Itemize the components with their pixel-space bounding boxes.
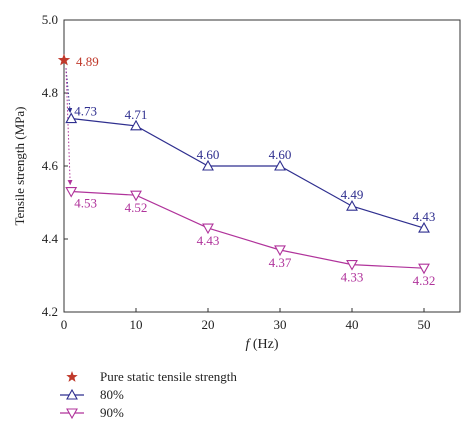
legend-star-icon [66, 371, 78, 382]
data-point [202, 159, 214, 171]
y-axis: 4.2 4.4 4.6 4.8 5.0 Tensile strength (MPa) [12, 12, 68, 319]
legend-item-static: Pure static tensile strength [66, 369, 237, 384]
y-tick-label: 4.4 [42, 231, 59, 246]
static-strength-star [57, 53, 71, 66]
data-point [274, 245, 286, 257]
data-label: 4.53 [74, 196, 97, 211]
series-layer: 4.73 4.71 4.60 4.60 4.49 4.43 4.53 4.52 4.43 4.37… [65, 104, 436, 288]
legend: Pure static tensile strength 80% 90% [60, 369, 237, 420]
data-point [65, 187, 78, 198]
data-label: 4.52 [125, 200, 148, 215]
x-tick-label: 50 [418, 317, 431, 332]
data-point [65, 112, 78, 124]
data-label: 4.73 [74, 104, 97, 119]
y-tick-label: 4.8 [42, 85, 58, 100]
data-label: 4.49 [341, 187, 364, 202]
static-strength-label: 4.89 [76, 54, 99, 69]
series-80-percent: 4.73 4.71 4.60 4.60 4.49 4.43 [65, 104, 436, 233]
y-tick-label: 4.2 [42, 304, 58, 319]
y-axis-label: Tensile strength (MPa) [12, 107, 27, 226]
series-line [71, 117, 425, 229]
data-label: 4.71 [125, 107, 148, 122]
data-label: 4.33 [341, 270, 364, 285]
data-label: 4.43 [197, 233, 220, 248]
data-point [274, 159, 286, 171]
data-point [346, 200, 358, 211]
data-point [418, 263, 430, 275]
x-tick-label: 10 [130, 317, 143, 332]
x-axis: 0 10 20 30 40 50 f (Hz) [61, 308, 431, 352]
static-to-series-arrows [65, 68, 73, 186]
data-point [346, 259, 358, 271]
legend-marker [66, 408, 78, 420]
data-label: 4.60 [197, 147, 220, 162]
x-tick-label: 0 [61, 317, 68, 332]
data-label: 4.32 [413, 273, 436, 288]
x-tick-label: 40 [346, 317, 359, 332]
legend-label: 90% [100, 405, 124, 420]
data-point [418, 221, 430, 233]
x-axis-label: f (Hz) [245, 337, 278, 352]
data-label: 4.37 [269, 255, 292, 270]
series-90-percent: 4.53 4.52 4.43 4.37 4.33 4.32 [65, 187, 436, 288]
legend-label: Pure static tensile strength [100, 369, 237, 384]
legend-marker [66, 388, 78, 400]
legend-item-80-percent: 80% [60, 387, 124, 402]
data-label: 4.60 [269, 147, 292, 162]
y-tick-label: 5.0 [42, 12, 58, 27]
data-label: 4.43 [413, 209, 436, 224]
legend-label: 80% [100, 387, 124, 402]
series-line [71, 190, 425, 269]
data-point [130, 190, 142, 202]
data-point [130, 119, 142, 131]
legend-item-90-percent: 90% [60, 405, 124, 420]
static-point-layer: 4.89 [57, 53, 99, 69]
x-tick-label: 30 [274, 317, 287, 332]
x-tick-label: 20 [202, 317, 215, 332]
y-tick-label: 4.6 [42, 158, 59, 173]
data-point [202, 223, 214, 235]
